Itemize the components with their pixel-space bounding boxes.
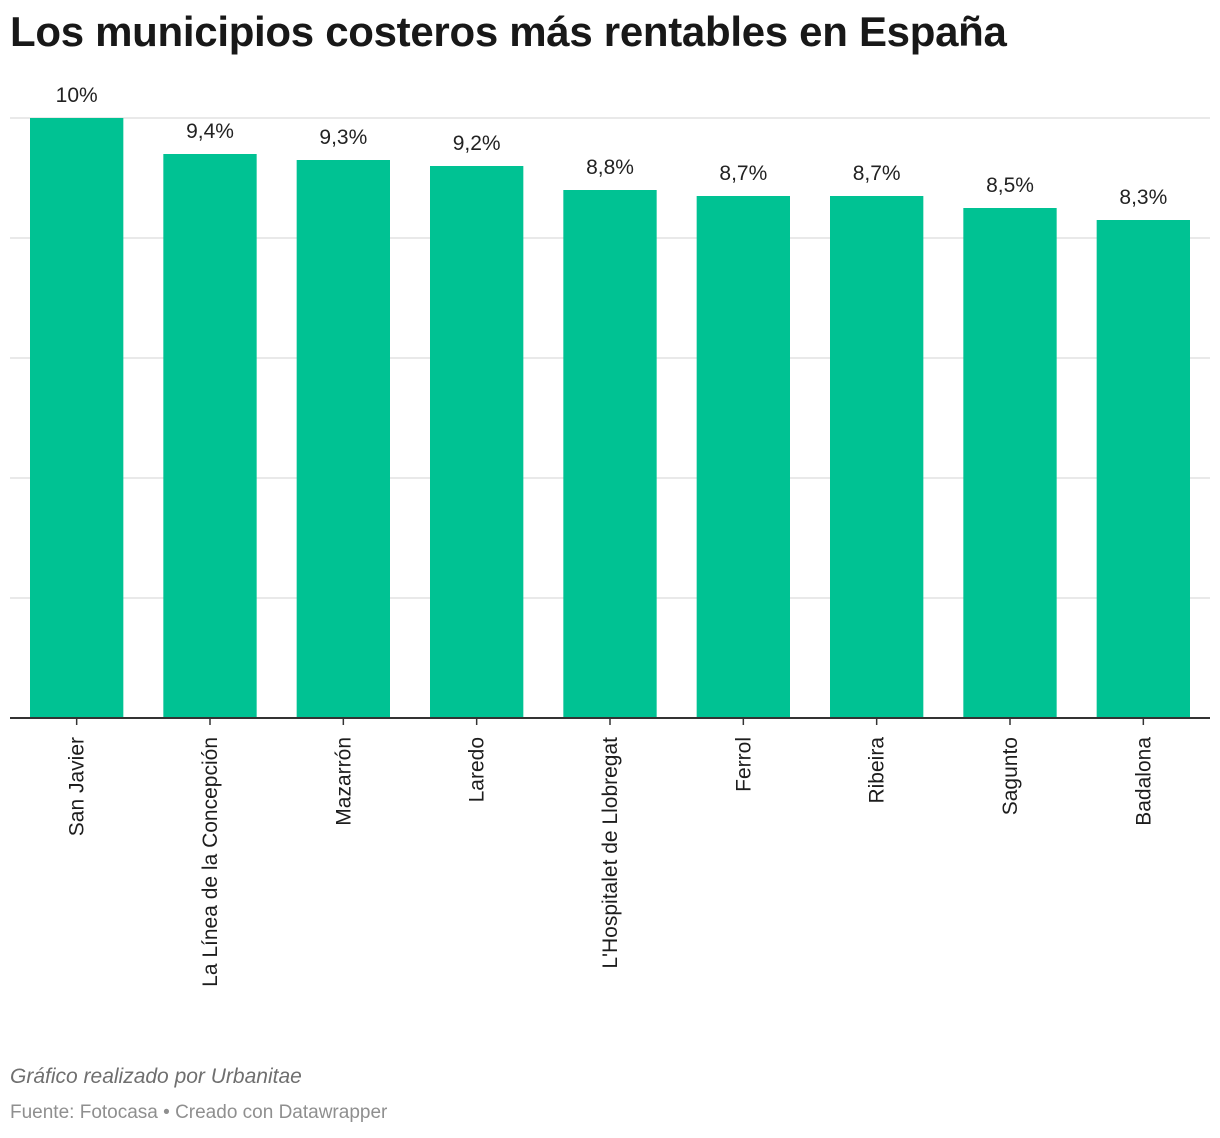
bar (963, 208, 1057, 718)
bar-value-label: 9,3% (319, 126, 367, 149)
bar-value-label: 10% (56, 84, 98, 107)
bar (1096, 220, 1190, 718)
bar-value-label: 9,2% (453, 132, 501, 155)
x-tick-label: L'Hospitalet de Llobregat (599, 737, 622, 969)
bars (30, 118, 1190, 718)
x-tick-label: Badalona (1132, 737, 1155, 826)
x-tick-label: Ferrol (732, 737, 755, 792)
bar-chart: 10% 9,4% 9,3% 9,2% 8,8% 8,7% 8,7% 8,5% 8,3% San … (10, 84, 1210, 987)
bar (430, 166, 524, 718)
bar (696, 196, 790, 718)
bar (296, 160, 390, 718)
x-tick-label: Sagunto (999, 737, 1022, 815)
chart-notes: Gráfico realizado por Urbanitae (10, 1065, 302, 1088)
value-labels: 10% 9,4% 9,3% 9,2% 8,8% 8,7% 8,7% 8,5% 8,3% (56, 84, 1168, 209)
x-tick-label: La Línea de la Concepción (199, 737, 222, 987)
bar-value-label: 8,7% (853, 162, 901, 185)
x-axis: San Javier La Línea de la Concepción Mazar… (10, 717, 1210, 987)
bar (30, 118, 124, 718)
bar-value-label: 8,7% (719, 162, 767, 185)
bar (163, 154, 257, 718)
bar (563, 190, 657, 718)
x-tick-label: Laredo (466, 737, 489, 802)
bar-value-label: 8,3% (1119, 186, 1167, 209)
bar (830, 196, 924, 718)
bar-value-label: 8,8% (586, 156, 634, 179)
chart-title: Los municipios costeros más rentables en… (10, 8, 1007, 55)
x-tick-label: San Javier (66, 737, 89, 836)
bar-value-label: 9,4% (186, 120, 234, 143)
bar-value-label: 8,5% (986, 174, 1034, 197)
x-tick-label: Ribeira (866, 737, 889, 804)
chart-source: Fuente: Fotocasa • Creado con Datawrappe… (10, 1102, 388, 1123)
x-tick-label: Mazarrón (332, 737, 355, 826)
